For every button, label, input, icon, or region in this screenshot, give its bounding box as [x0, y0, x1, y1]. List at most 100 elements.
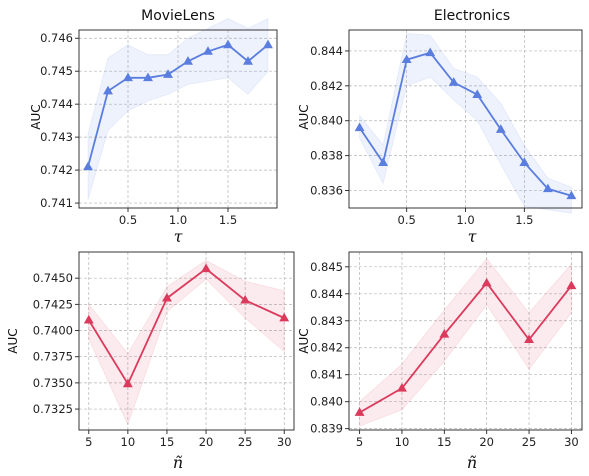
- y-tick-label: 0.836: [310, 184, 343, 198]
- panel-electronics-tau: Electronics AUC τ 0.8360.8380.8400.8420.…: [297, 8, 583, 246]
- series-line: [87, 43, 269, 168]
- axes-frame: [78, 251, 295, 431]
- data-point: [163, 69, 173, 78]
- y-tick-label: 0.839: [310, 422, 343, 436]
- x-tick-label: 25: [238, 435, 253, 449]
- x-tick-label: 20: [199, 435, 214, 449]
- data-point: [354, 407, 365, 416]
- y-tick-label: 0.7325: [33, 402, 73, 416]
- y-tick-label: 0.746: [40, 31, 73, 45]
- data-point: [279, 312, 290, 322]
- data-point: [472, 89, 483, 98]
- y-tick-label: 0.843: [310, 314, 343, 328]
- data-point: [519, 157, 530, 167]
- data-point: [524, 334, 534, 344]
- data-point: [240, 294, 251, 304]
- data-point: [203, 46, 213, 55]
- data-point: [401, 54, 412, 64]
- x-axis-label: ñ: [173, 453, 183, 472]
- y-tick-label: 0.7450: [33, 271, 73, 285]
- data-point: [481, 277, 492, 287]
- data-point: [223, 39, 233, 49]
- data-point: [425, 47, 436, 57]
- panel-electronics-n: AUC ñ 0.839 0.840 0.841 0.842 0.843 0.844 0.84…: [297, 251, 583, 472]
- data-point: [243, 56, 253, 65]
- y-tick-label: 0.840: [310, 395, 343, 409]
- y-axis-label: AUC: [297, 104, 311, 129]
- axes-frame: [348, 251, 583, 431]
- x-tick-label: 0.5: [119, 213, 137, 227]
- data-point: [566, 280, 577, 290]
- data-point: [542, 183, 553, 193]
- y-tick-label: 0.838: [310, 149, 343, 163]
- data-point: [83, 161, 93, 171]
- series-line: [359, 281, 573, 414]
- plot-area: 0.741 0.742 0.743 0.744 0.745 0.746 0.5 1.0 1.5: [40, 17, 278, 227]
- confidence-band: [359, 258, 572, 427]
- y-tick-label: 0.741: [40, 196, 73, 210]
- data-point: [566, 190, 577, 200]
- data-point: [143, 72, 153, 82]
- y-tick-label: 0.7375: [33, 350, 73, 364]
- x-tick-label: 5: [85, 435, 92, 449]
- panel-movielens-tau: MovieLens AUC τ 0.7410.7420.7430.7440.74…: [29, 8, 278, 246]
- y-tick-label: 0.745: [40, 64, 73, 78]
- data-point: [448, 77, 459, 86]
- series-line: [358, 51, 572, 197]
- data-point: [123, 72, 133, 82]
- x-tick-label: 1.5: [219, 213, 237, 227]
- x-tick-label: 25: [522, 435, 537, 449]
- data-point: [378, 157, 389, 167]
- data-point: [83, 314, 94, 324]
- y-axis-label: AUC: [29, 104, 43, 129]
- x-tick-label: 0.5: [398, 213, 416, 227]
- y-axis-label: AUC: [297, 328, 311, 353]
- x-tick-label: 30: [277, 435, 292, 449]
- data-point: [183, 56, 193, 65]
- data-point: [495, 124, 506, 133]
- data-point: [162, 292, 172, 302]
- confidence-band: [88, 259, 285, 426]
- y-tick-label: 0.844: [310, 44, 343, 58]
- y-tick-label: 0.7350: [33, 376, 73, 390]
- x-tick-label: 5: [356, 435, 363, 449]
- data-point: [103, 85, 113, 95]
- confidence-band: [87, 17, 269, 200]
- y-axis-label: AUC: [6, 328, 20, 353]
- y-tick-label: 0.743: [40, 130, 73, 144]
- y-tick-label: 0.744: [40, 97, 73, 111]
- y-tick-label: 0.845: [310, 260, 343, 274]
- data-point: [201, 263, 211, 273]
- y-tick-label: 0.7400: [33, 324, 73, 338]
- x-tick-label: 10: [121, 435, 136, 449]
- y-tick-label: 0.842: [310, 79, 343, 93]
- data-point: [263, 39, 273, 49]
- y-tick-label: 0.841: [310, 368, 343, 382]
- x-tick-label: 1.0: [169, 213, 187, 227]
- y-tick-label: 0.842: [310, 341, 343, 355]
- plot-area: 0.7325 0.7350 0.7375 0.7400 0.7425 0.7450 5 10 1…: [33, 251, 295, 449]
- data-point: [439, 329, 450, 338]
- x-axis-label: τ: [174, 227, 184, 246]
- x-tick-label: 1.5: [515, 213, 533, 227]
- data-point: [122, 378, 133, 388]
- chart-title: MovieLens: [141, 8, 215, 24]
- y-tick-label: 0.840: [310, 114, 343, 128]
- plot-area: 0.839 0.840 0.841 0.842 0.843 0.844 0.845 5 10 15…: [310, 251, 583, 449]
- x-tick-label: 10: [395, 435, 410, 449]
- confidence-band: [359, 33, 572, 214]
- x-axis-label: τ: [468, 227, 478, 246]
- plot-area: 0.836 0.838 0.840 0.842 0.844 0.5 1.0 1.5: [310, 29, 583, 227]
- x-axis-label: ñ: [467, 453, 477, 472]
- x-tick-label: 30: [564, 435, 579, 449]
- data-point: [397, 382, 407, 392]
- chart-title: Electronics: [434, 8, 510, 24]
- y-tick-label: 0.742: [40, 163, 73, 177]
- y-tick-label: 0.844: [310, 287, 343, 301]
- panel-movielens-n: AUC ñ 0.7325 0.7350 0.7375 0.7400 0.7425 0.74…: [6, 251, 295, 472]
- x-tick-label: 1.0: [456, 213, 474, 227]
- x-tick-label: 20: [479, 435, 494, 449]
- x-tick-label: 15: [437, 435, 452, 449]
- y-tick-label: 0.7425: [33, 297, 73, 311]
